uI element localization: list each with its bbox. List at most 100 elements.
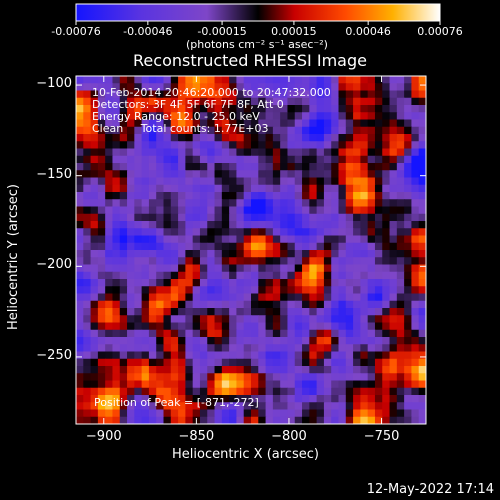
heatmap-cell bbox=[338, 155, 347, 164]
heatmap-cell bbox=[105, 177, 114, 186]
heatmap-cell bbox=[294, 395, 303, 403]
heatmap-cell bbox=[127, 134, 135, 142]
heatmap-cell bbox=[316, 286, 325, 295]
heatmap-cell bbox=[411, 293, 420, 302]
heatmap-cell bbox=[229, 257, 238, 266]
heatmap-cell bbox=[185, 344, 194, 353]
heatmap-cell bbox=[418, 83, 426, 92]
heatmap-cell bbox=[272, 279, 281, 287]
heatmap-cell bbox=[389, 264, 398, 273]
heatmap-cell bbox=[353, 264, 361, 273]
heatmap-cell bbox=[83, 148, 92, 157]
heatmap-cell bbox=[134, 293, 143, 302]
heatmap-cell bbox=[185, 293, 194, 302]
heatmap-cell bbox=[389, 206, 398, 215]
heatmap-cell bbox=[353, 337, 361, 345]
heatmap-cell bbox=[199, 134, 208, 142]
heatmap-cell bbox=[185, 329, 194, 338]
heatmap-cell bbox=[309, 199, 318, 208]
heatmap-cell bbox=[294, 351, 303, 360]
heatmap-cell bbox=[199, 300, 208, 309]
heatmap-cell bbox=[367, 170, 376, 179]
heatmap-cell bbox=[411, 148, 420, 157]
heatmap-cell bbox=[178, 105, 186, 113]
heatmap-cell bbox=[258, 293, 267, 302]
heatmap-cell bbox=[192, 148, 201, 157]
heatmap-cell bbox=[411, 271, 420, 280]
heatmap-cell bbox=[141, 329, 150, 338]
heatmap-cell bbox=[280, 271, 289, 280]
heatmap-cell bbox=[97, 366, 106, 374]
heatmap-cell bbox=[294, 416, 303, 424]
heatmap-cell bbox=[148, 228, 157, 237]
annotation-line-3: Energy Range: 12.0 - 25.0 keV bbox=[92, 110, 260, 123]
heatmap-cell bbox=[105, 83, 114, 92]
heatmap-cell bbox=[338, 177, 347, 186]
heatmap-cell bbox=[294, 358, 303, 367]
heatmap-cell bbox=[367, 402, 376, 411]
heatmap-cell bbox=[127, 126, 135, 135]
colorbar-tick-label: -0.00015 bbox=[197, 25, 247, 38]
heatmap-cell bbox=[141, 221, 150, 229]
heatmap-cell bbox=[214, 242, 223, 251]
heatmap-cell bbox=[163, 192, 172, 200]
heatmap-cell bbox=[411, 235, 420, 244]
heatmap-cell bbox=[170, 155, 179, 164]
heatmap-cell bbox=[309, 387, 318, 396]
heatmap-cell bbox=[127, 373, 135, 382]
heatmap-cell bbox=[127, 416, 135, 424]
heatmap-cell bbox=[148, 286, 157, 295]
heatmap-cell bbox=[243, 250, 252, 258]
heatmap-cell bbox=[83, 184, 92, 193]
heatmap-cell bbox=[280, 293, 289, 302]
heatmap-cell bbox=[396, 315, 405, 324]
heatmap-cell bbox=[76, 235, 84, 244]
heatmap-cell bbox=[367, 163, 376, 171]
heatmap-cell bbox=[338, 409, 347, 418]
heatmap-cell bbox=[353, 395, 361, 403]
heatmap-cell bbox=[163, 264, 172, 273]
heatmap-cell bbox=[105, 402, 114, 411]
heatmap-cell bbox=[221, 329, 230, 338]
heatmap-cell bbox=[272, 257, 281, 266]
heatmap-cell bbox=[331, 155, 340, 164]
heatmap-cell bbox=[374, 199, 383, 208]
heatmap-cell bbox=[280, 257, 289, 266]
heatmap-cell bbox=[76, 322, 84, 331]
heatmap-cell bbox=[119, 366, 128, 374]
heatmap-cell bbox=[382, 409, 391, 418]
heatmap-cell bbox=[287, 402, 296, 411]
heatmap-cell bbox=[97, 250, 106, 258]
heatmap-cell bbox=[265, 134, 274, 142]
heatmap-cell bbox=[170, 83, 179, 92]
heatmap-cell bbox=[309, 322, 318, 331]
heatmap-cell bbox=[199, 395, 208, 403]
heatmap-cell bbox=[345, 112, 354, 121]
heatmap-cell bbox=[287, 112, 296, 121]
heatmap-cell bbox=[367, 329, 376, 338]
heatmap-cell bbox=[331, 228, 340, 237]
heatmap-cell bbox=[97, 206, 106, 215]
heatmap-cell bbox=[265, 112, 274, 121]
heatmap-cell bbox=[214, 105, 223, 113]
heatmap-cell bbox=[90, 257, 99, 266]
heatmap-cell bbox=[331, 242, 340, 251]
heatmap-cell bbox=[265, 308, 274, 316]
heatmap-cell bbox=[302, 184, 310, 193]
heatmap-cell bbox=[163, 257, 172, 266]
heatmap-cell bbox=[389, 105, 398, 113]
heatmap-cell bbox=[251, 257, 259, 266]
heatmap-cell bbox=[221, 235, 230, 244]
heatmap-cell bbox=[360, 351, 369, 360]
heatmap-cell bbox=[360, 228, 369, 237]
heatmap-cell bbox=[396, 170, 405, 179]
heatmap-cell bbox=[199, 235, 208, 244]
heatmap-cell bbox=[185, 199, 194, 208]
heatmap-cell bbox=[97, 337, 106, 345]
heatmap-cell bbox=[382, 416, 391, 424]
heatmap-cell bbox=[83, 141, 92, 150]
heatmap-cell bbox=[90, 141, 99, 150]
heatmap-cell bbox=[396, 134, 405, 142]
heatmap-cell bbox=[97, 141, 106, 150]
heatmap-cell bbox=[287, 387, 296, 396]
